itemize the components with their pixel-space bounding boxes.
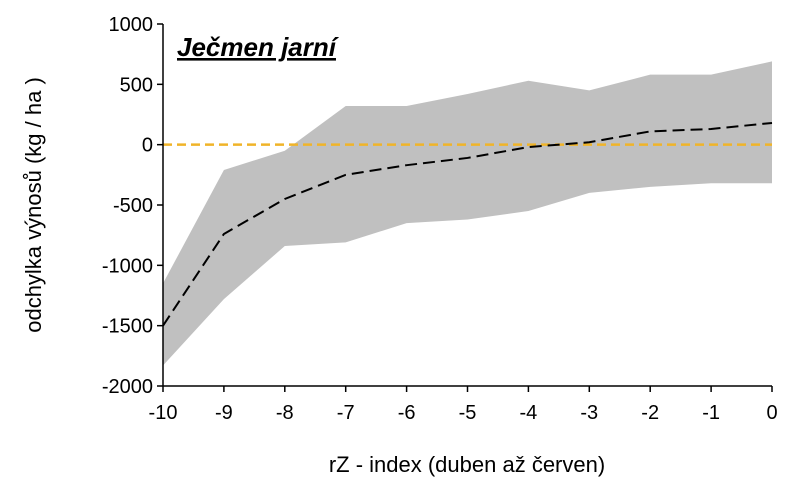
- y-tick-label: -2000: [102, 376, 153, 398]
- x-tick-label: -8: [276, 402, 294, 424]
- x-ticks: -10 -9 -8 -7 -6 -5 -4 -3 -2 -1 0: [149, 386, 778, 424]
- y-ticks: 1000 500 0 -500 -1000 -1500 -2000: [102, 14, 163, 398]
- x-tick-label: -6: [398, 402, 416, 424]
- confidence-band: [163, 61, 772, 366]
- x-tick-label: -10: [149, 402, 178, 424]
- x-tick-label: -7: [337, 402, 355, 424]
- x-tick-label: 0: [766, 402, 777, 424]
- x-tick-label: -4: [520, 402, 538, 424]
- y-axis-title: odchylka výnosů (kg / ha ): [21, 77, 46, 333]
- x-tick-label: -1: [702, 402, 720, 424]
- y-tick-label: -1000: [102, 255, 153, 277]
- x-tick-label: -5: [459, 402, 477, 424]
- x-axis-title: rZ - index (duben až červen): [329, 452, 605, 477]
- y-tick-label: 500: [120, 74, 153, 96]
- x-tick-label: -9: [215, 402, 233, 424]
- y-tick-label: 0: [142, 135, 153, 157]
- y-tick-label: 1000: [109, 14, 154, 36]
- x-tick-label: -2: [641, 402, 659, 424]
- x-tick-label: -3: [580, 402, 598, 424]
- mean-series: [162, 121, 773, 327]
- y-tick-label: -500: [113, 195, 153, 217]
- band-area: [163, 61, 772, 366]
- chart-title: Ječmen jarní: [177, 32, 339, 62]
- y-tick-label: -1500: [102, 316, 153, 338]
